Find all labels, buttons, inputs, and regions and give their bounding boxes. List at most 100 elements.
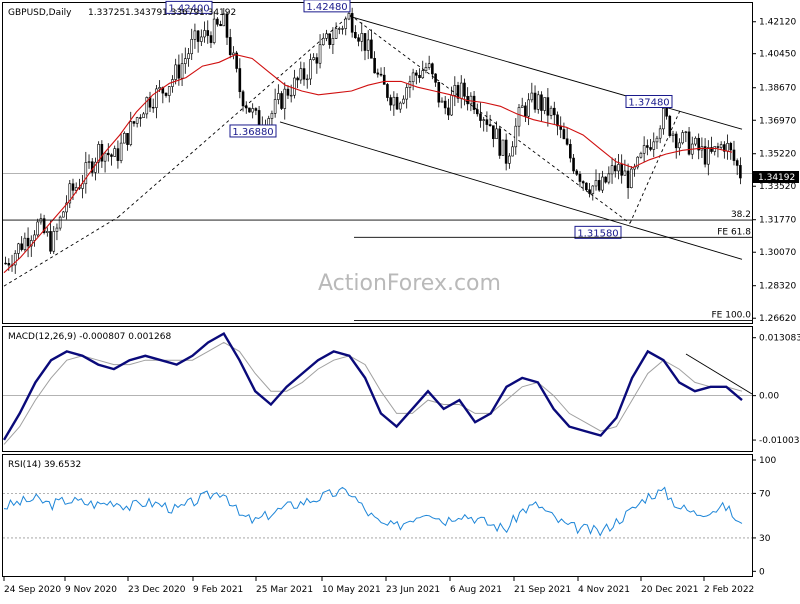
candle-body (591, 185, 595, 194)
fib-level-label: FE 100.0 (712, 311, 752, 321)
rsi-tick-label: 30 (759, 534, 771, 544)
ohlc-low: 1.33679 (162, 8, 199, 18)
candle-body (132, 121, 136, 124)
candle-body (238, 68, 242, 93)
candle-body (94, 161, 97, 173)
candle-body (254, 108, 258, 111)
candle-body (305, 78, 309, 81)
candle-body (450, 95, 453, 116)
candle-body (469, 95, 473, 105)
candle-body (225, 13, 229, 38)
candle-body (453, 85, 457, 96)
candle-body (119, 142, 123, 161)
price-label-box (574, 225, 622, 239)
candle-body (540, 94, 543, 111)
candle-body (116, 148, 120, 161)
x-tick-label: 21 Sep 2021 (514, 585, 571, 595)
x-tick-label: 9 Nov 2020 (65, 585, 117, 595)
candle-body (697, 137, 700, 151)
candle-body (354, 32, 357, 39)
candle-body (431, 63, 434, 75)
candle-body (52, 231, 56, 252)
candle-body (331, 38, 335, 45)
candle-body (424, 67, 428, 71)
price-label-box (303, 0, 351, 13)
candle-body (543, 97, 546, 111)
candle-body (289, 94, 293, 97)
x-tick-label: 9 Feb 2021 (193, 585, 243, 595)
y-tick-label: 1.38670 (759, 84, 796, 94)
candle-body (678, 142, 681, 149)
candle-body (395, 96, 399, 110)
candle-body (65, 202, 68, 213)
candle-body (55, 227, 59, 232)
candle-body (536, 94, 540, 110)
macd-pane-frame (2, 326, 753, 452)
candle-body (312, 57, 315, 60)
y-tick-label: 1.42120 (759, 18, 796, 28)
candle-body (636, 156, 640, 168)
candle-body (277, 93, 280, 100)
candle-body (357, 37, 360, 42)
candle-body (13, 253, 17, 266)
candle-body (504, 139, 508, 164)
candle-body (732, 149, 736, 161)
candle-body (597, 180, 601, 191)
candle-body (200, 36, 203, 42)
candle-body (360, 33, 364, 42)
candle-body (552, 107, 556, 116)
candle-body (719, 144, 723, 148)
fibonacci-levels: 38.2 FE 61.8 FE 100.0 (3, 210, 752, 321)
y-tick-label: 1.35220 (759, 150, 796, 160)
x-tick-label: 4 Nov 2021 (578, 585, 630, 595)
candle-body (270, 113, 274, 119)
x-tick-label: 23 Dec 2020 (128, 585, 186, 595)
candle-body (158, 87, 161, 90)
candle-body (488, 124, 492, 126)
candle-body (126, 133, 129, 145)
candle-body (562, 129, 566, 140)
ohlc-high: 1.34379 (125, 8, 162, 18)
y-tick-label: 1.26620 (759, 314, 796, 324)
candle-body (620, 164, 623, 176)
fib-level-label: 38.2 (731, 210, 751, 220)
candle-body (216, 18, 219, 25)
candle-body (241, 91, 245, 107)
candle-body (103, 152, 107, 162)
candle-body (129, 121, 133, 145)
candle-body (735, 160, 739, 166)
candle-body (315, 57, 319, 64)
macd-tick-label: 0.013083 (759, 334, 800, 344)
candle-body (479, 113, 482, 121)
candle-body (665, 108, 668, 117)
candle-body (456, 85, 460, 99)
macd-indicator: 0.013083 0.00 -0.01003 (2, 331, 800, 446)
candle-body (668, 115, 672, 136)
candle-body (427, 63, 431, 68)
candle-body (684, 131, 688, 133)
candle-body (373, 57, 376, 74)
dashed-trend-line (629, 110, 681, 224)
candle-body (328, 33, 331, 45)
candle-body (100, 144, 104, 162)
rsi-pane-frame (2, 454, 753, 577)
candle-body (501, 139, 505, 156)
candle-body (296, 77, 299, 81)
candle-body (703, 146, 707, 165)
candle-body (530, 92, 534, 101)
candle-body (533, 92, 537, 110)
candle-body (434, 73, 437, 83)
macd-signal-line (3, 341, 743, 445)
y-tick-label: 1.40450 (759, 50, 796, 60)
macd-divergence-line (685, 353, 753, 395)
candle-body (585, 182, 588, 191)
price-label-text: 1.36880 (232, 127, 273, 138)
candle-body (325, 33, 328, 39)
candle-body (382, 74, 386, 85)
rsi-tick-label: 100 (759, 456, 776, 466)
candle-body (334, 28, 338, 39)
candle-body (90, 161, 94, 173)
candle-body (84, 162, 88, 185)
candle-body (447, 107, 450, 116)
main-y-axis: 1.42120 1.40450 1.38670 1.36970 1.35220 1.335… (752, 18, 796, 324)
